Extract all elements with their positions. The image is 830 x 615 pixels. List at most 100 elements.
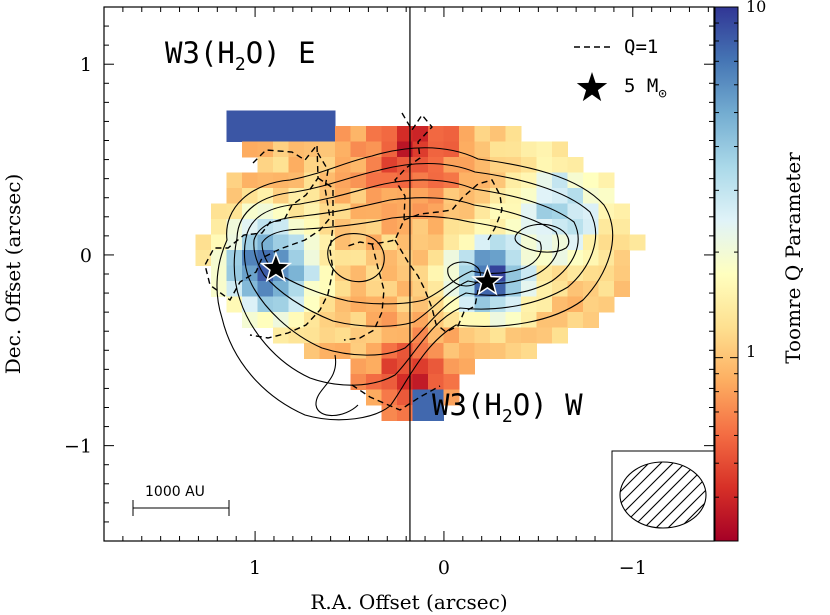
heatmap-cell [552,141,568,158]
heatmap-cell [350,281,367,297]
heatmap-cell [412,126,429,142]
heatmap-cell [366,389,382,406]
heatmap-cell [273,281,289,297]
heatmap-cell [490,343,506,359]
heatmap-cell [288,219,305,235]
heatmap-cell [350,343,367,359]
heatmap-cell [366,250,382,266]
heatmap-cell [536,281,553,297]
heatmap-cell [474,126,491,142]
heatmap-cell [381,157,398,173]
heatmap-cell [366,188,382,204]
heatmap-cell [257,219,274,235]
heatmap-cell [381,219,398,235]
heatmap-cell [335,126,351,142]
heatmap-cell [381,172,398,189]
heatmap-cell [242,126,258,142]
heatmap-cell [350,312,367,328]
heatmap-cell [614,234,630,251]
heatmap-cell [583,203,599,220]
heatmap-cell [350,172,367,189]
heatmap-cell [257,234,274,251]
heatmap-cell [350,327,367,344]
heatmap-cell [366,374,382,390]
legend-star-label: 5 M⊙ [624,75,667,102]
heatmap-cell [567,219,584,235]
heatmap-cell [552,219,568,235]
heatmap-cell [412,281,429,297]
legend: Q=1 5 M⊙ [574,36,667,102]
heatmap-cell [366,234,382,251]
heatmap-cell [459,327,475,344]
q1-contour [351,384,441,411]
heatmap-cell [614,203,630,220]
heatmap-cell [583,296,599,313]
colorbar-tick-1: 1 [746,342,756,361]
heatmap-cell [521,250,537,266]
colorbar-label: Toomre Q Parameter [781,152,805,364]
heatmap-cell [335,281,351,297]
heatmap-cell [304,157,320,173]
q1-contour [204,143,331,302]
heatmap-cell [536,327,553,344]
heatmap-cell [474,141,491,158]
heatmap-cell [366,126,382,142]
heatmap-cell [598,203,615,220]
heatmap-cell [304,265,320,282]
heatmap-cell [583,234,599,251]
heatmap-cell [319,188,336,204]
heatmap-cell [211,219,227,235]
heatmap-cell [598,296,615,313]
heatmap-cell [366,141,382,158]
heatmap-cell [412,157,429,173]
heatmap-cell [381,126,398,142]
heatmap-cell [412,389,429,406]
heatmap-cell [412,358,429,375]
heatmap-cell [459,203,475,220]
heatmap-cell [366,265,382,282]
heatmap-cell [319,203,336,220]
heatmap-cell [319,296,336,313]
q1-contour [249,177,334,339]
heatmap-cell [288,110,305,127]
heatmap-cell [598,281,615,297]
heatmap-cell [521,296,537,313]
heatmap-cell [443,141,460,158]
heatmap-cell [366,203,382,220]
heatmap-cell [397,405,413,421]
heatmap-cell [366,327,382,344]
heatmap-cell [552,157,568,173]
heatmap-cell [474,188,491,204]
heatmap-cell [459,219,475,235]
heatmap-cell [490,250,506,266]
heatmap-cell [505,343,522,359]
heatmap-cell [505,234,522,251]
heatmap-cell [505,188,522,204]
beam-ellipse [619,461,707,529]
heatmap-cell [319,234,336,251]
heatmap-cell [583,250,599,266]
heatmap-cell [273,141,289,158]
heatmap-cell [211,281,227,297]
heatmap-cell [242,250,258,266]
heatmap-cell [242,281,258,297]
q1-contour [343,243,385,341]
heatmap-cell [614,219,630,235]
heatmap-cell [273,327,289,344]
heatmap-cell [552,312,568,328]
heatmap-cell [242,141,258,158]
heatmap-cell [521,343,537,359]
legend-star-icon [576,72,608,102]
heatmap-cell [505,250,522,266]
contour-solid [243,179,579,356]
heatmap-cell [257,172,274,189]
heatmap-cell [211,265,227,282]
heatmap-cell [366,358,382,375]
heatmap-cell [304,343,320,359]
heatmap-cell [474,250,491,266]
heatmap-cell [335,250,351,266]
heatmap-cell [567,265,584,282]
heatmap-cell [273,172,289,189]
heatmap-cell [459,126,475,142]
heatmap-cell [304,327,320,344]
